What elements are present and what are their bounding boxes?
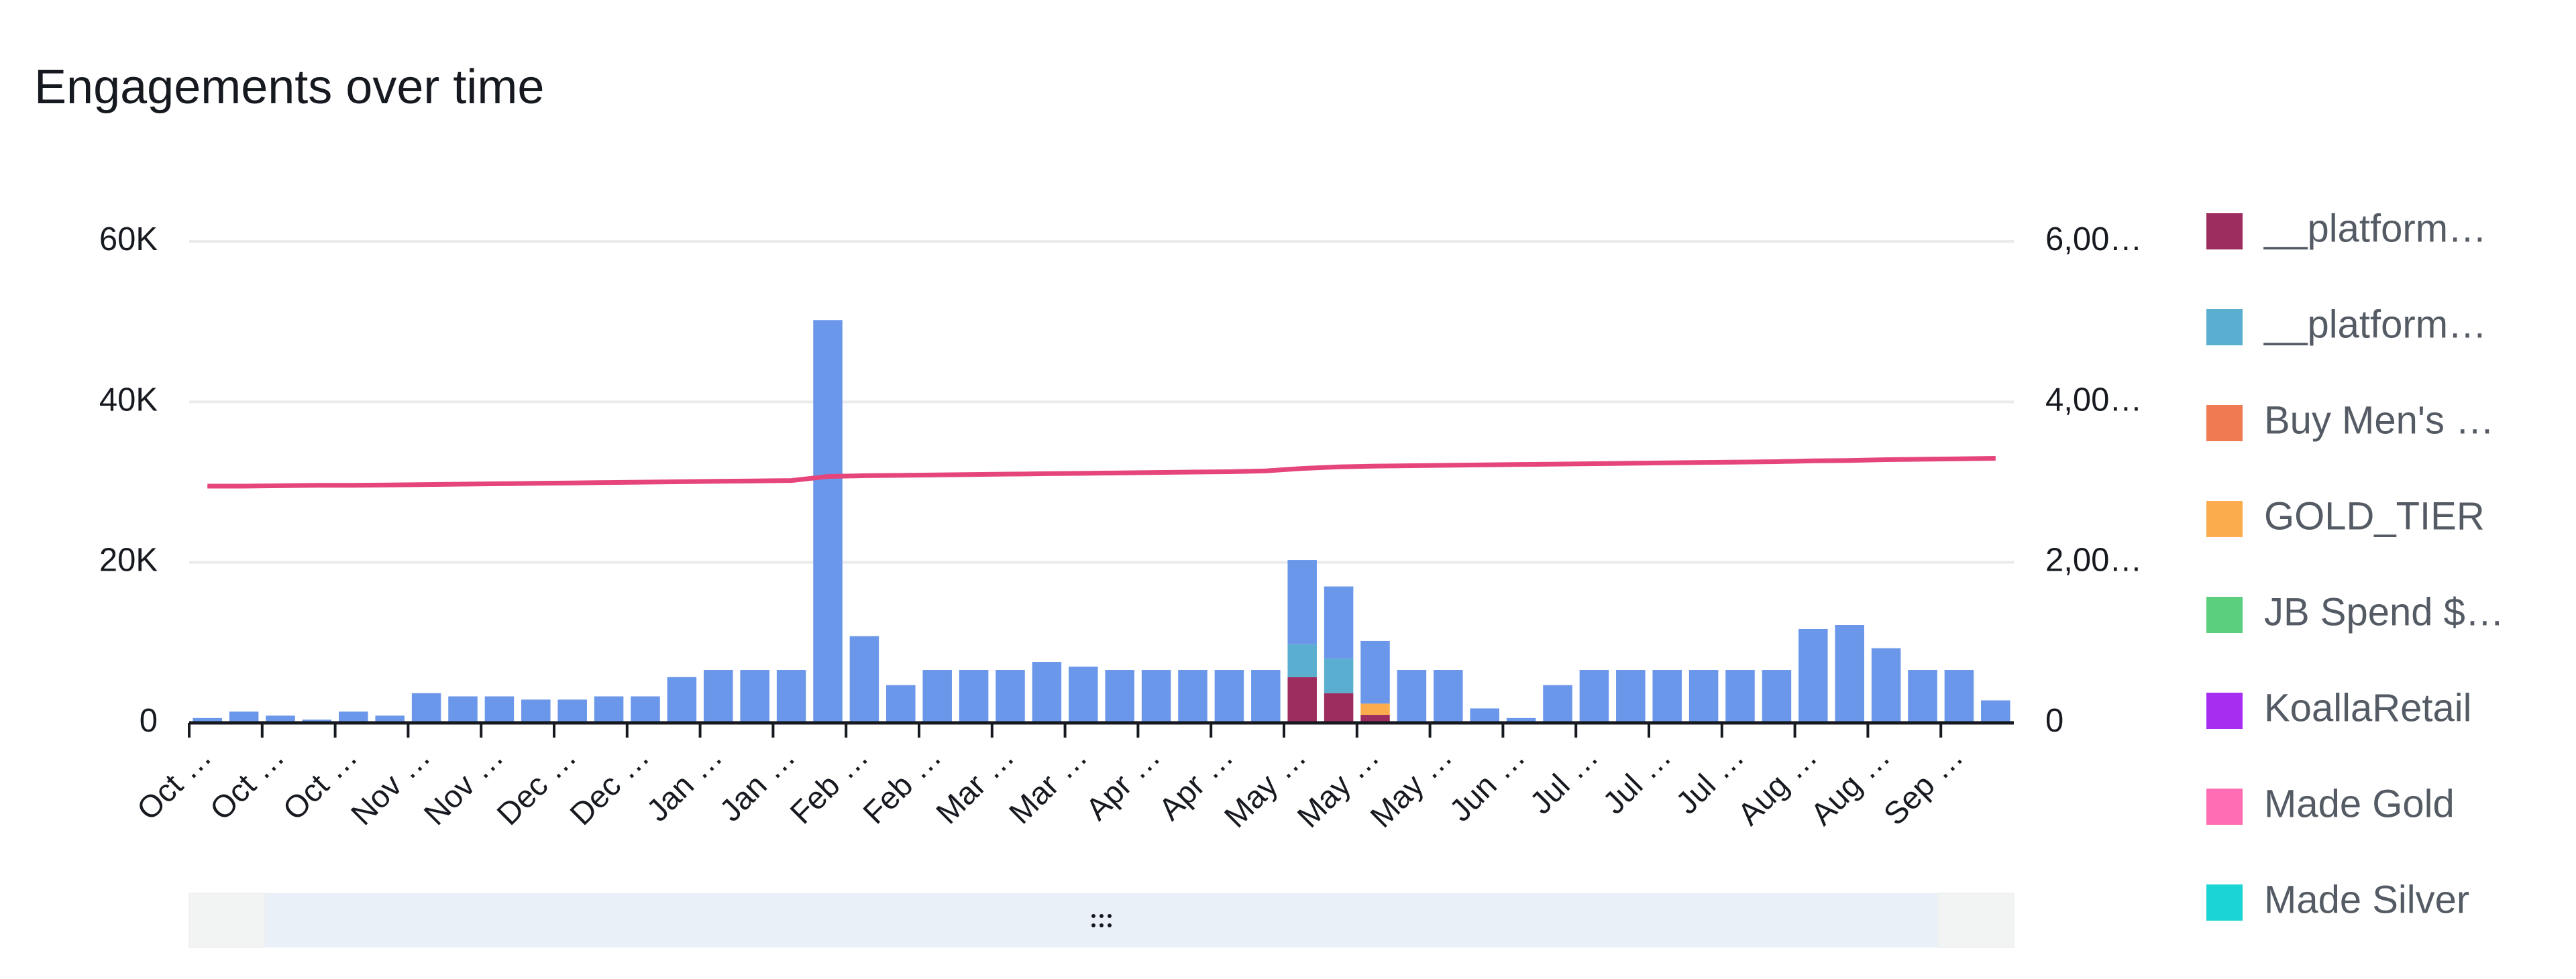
bar-segment (1652, 670, 1682, 723)
scrollbar[interactable] (189, 892, 2015, 948)
bar-segment (266, 715, 295, 723)
legend-swatch (2206, 501, 2243, 537)
bar-segment (1470, 708, 1499, 723)
bar-segment (813, 320, 843, 724)
scroll-grip[interactable] (1091, 914, 1112, 927)
legend-label[interactable]: __platform… (2263, 302, 2487, 346)
bar-segment (484, 696, 515, 723)
bar-segment (1324, 658, 1354, 693)
y-tick-label: 40K (99, 382, 158, 418)
y-tick-label: 20K (99, 542, 158, 579)
legend-swatch (2206, 213, 2243, 249)
bar-segment (594, 696, 624, 723)
bar-segment (557, 699, 587, 723)
legend-swatch (2206, 597, 2243, 633)
bar-segment (631, 696, 660, 723)
bar-segment (886, 685, 916, 723)
bar-segment (1725, 670, 1755, 723)
bar-segment (375, 715, 405, 723)
bar-segment (1032, 662, 1062, 723)
bar-segment (1287, 644, 1317, 677)
bar-segment (1069, 667, 1098, 723)
scroll-handle-left[interactable] (189, 892, 266, 948)
bar-segment (1178, 670, 1208, 723)
bar-segment (922, 670, 952, 723)
bar-segment (1688, 670, 1719, 723)
bar-segment (193, 717, 222, 723)
bar-segment (1324, 586, 1354, 659)
legend-label[interactable]: GOLD_TIER (2264, 494, 2485, 538)
legend-label[interactable]: Buy Men's … (2264, 398, 2494, 442)
bar-segment (1871, 648, 1901, 723)
bar-segment (1214, 670, 1244, 723)
legend-label[interactable]: JB Spend $… (2264, 590, 2504, 634)
bar-segment (1287, 677, 1317, 723)
y2-tick-label: 6,00… (2045, 221, 2142, 257)
bar-segment (229, 711, 259, 723)
bar-segment (1944, 670, 1974, 723)
bar-segment (667, 677, 697, 723)
legend-label[interactable]: KoallaRetail (2264, 686, 2472, 730)
bar-segment (704, 670, 733, 723)
y-tick-label: 60K (99, 221, 158, 257)
bar-segment (996, 670, 1025, 723)
bar-segment (1543, 685, 1572, 723)
line-series (207, 455, 1996, 489)
y2-tick-label: 4,00… (2045, 382, 2142, 418)
bar-segment (1908, 670, 1937, 723)
bar-segment (1141, 670, 1171, 723)
bar-segment (1251, 670, 1281, 723)
chart-title: Engagements over time (34, 60, 544, 114)
y2-tick-label: 0 (2045, 703, 2063, 739)
bar-segment (1397, 670, 1427, 723)
bar-segment (1981, 700, 2010, 723)
bar-segment (959, 670, 989, 723)
bar-segment (1799, 628, 1828, 723)
bar-segment (740, 670, 769, 723)
legend-label[interactable]: Made Gold (2264, 782, 2455, 825)
y-tick-label: 0 (140, 703, 158, 739)
bar-segment (1360, 715, 1390, 723)
y2-tick-label: 2,00… (2045, 542, 2142, 579)
bar-segment (1762, 670, 1792, 723)
bar-segment (521, 699, 551, 723)
bar-segment (1324, 693, 1354, 723)
bar-segment (1287, 560, 1317, 644)
legend-swatch (2206, 309, 2243, 345)
legend-swatch (2206, 693, 2243, 729)
bar-segment (339, 711, 368, 723)
scroll-handle-right[interactable] (1937, 892, 2015, 948)
bar-segment (1434, 670, 1463, 723)
bar-segment (776, 670, 806, 723)
bar-segment (448, 696, 478, 723)
legend-label[interactable]: Made Silver (2264, 878, 2469, 921)
legend-swatch (2206, 789, 2243, 825)
bar-segment (1506, 717, 1536, 723)
scroll-track (189, 893, 2014, 947)
legend-swatch (2206, 405, 2243, 441)
bar-segment (1579, 670, 1609, 723)
bar-segment (1360, 640, 1390, 704)
bar-segment (1360, 703, 1390, 715)
bar-segment (411, 693, 441, 723)
legend-swatch (2206, 884, 2243, 921)
bar-segment (1616, 670, 1646, 723)
bar-segment (1835, 625, 1864, 723)
legend-label[interactable]: __platform… (2263, 207, 2487, 250)
bar-segment (1105, 670, 1134, 723)
bar-segment (849, 636, 879, 723)
